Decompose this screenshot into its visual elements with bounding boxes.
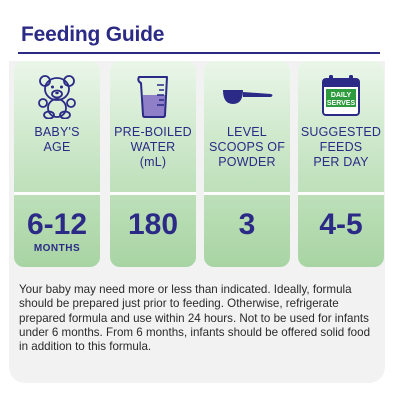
svg-text:SERVES: SERVES: [327, 100, 356, 107]
column-value: 3: [238, 208, 256, 241]
column-feeds: DAILY SERVES SUGGESTED FEEDS PER DAY 4-5: [298, 61, 384, 267]
column-value: 6-12: [26, 208, 88, 241]
column-divider: [110, 192, 196, 195]
column-value: 180: [127, 208, 179, 241]
column-babys-age: BABY'S AGE 6-12 MONTHS: [14, 61, 100, 267]
feeding-note: Your baby may need more or less than ind…: [19, 283, 371, 354]
header: Feeding Guide: [9, 9, 385, 61]
calendar-icon: DAILY SERVES: [322, 75, 360, 116]
column-divider: [298, 192, 384, 195]
column-unit: MONTHS: [33, 243, 81, 254]
column-label: LEVEL SCOOPS OF POWDER: [208, 125, 286, 169]
column-value: 4-5: [319, 208, 363, 241]
measuring-jug-icon: [137, 76, 168, 118]
svg-text:DAILY: DAILY: [331, 92, 352, 99]
column-divider: [14, 192, 100, 195]
column-water: PRE-BOILED WATER (mL) 180: [110, 61, 196, 267]
column-divider: [204, 192, 290, 195]
scoop-icon: [223, 90, 273, 104]
column-label: BABY'S AGE: [34, 125, 80, 154]
column-scoops: LEVEL SCOOPS OF POWDER 3: [204, 61, 290, 267]
title-underline: [18, 52, 380, 54]
teddy-bear-icon: [38, 75, 76, 119]
column-label: SUGGESTED FEEDS PER DAY: [300, 125, 382, 169]
page-title: Feeding Guide: [21, 23, 165, 46]
column-label: PRE-BOILED WATER (mL): [114, 125, 192, 169]
